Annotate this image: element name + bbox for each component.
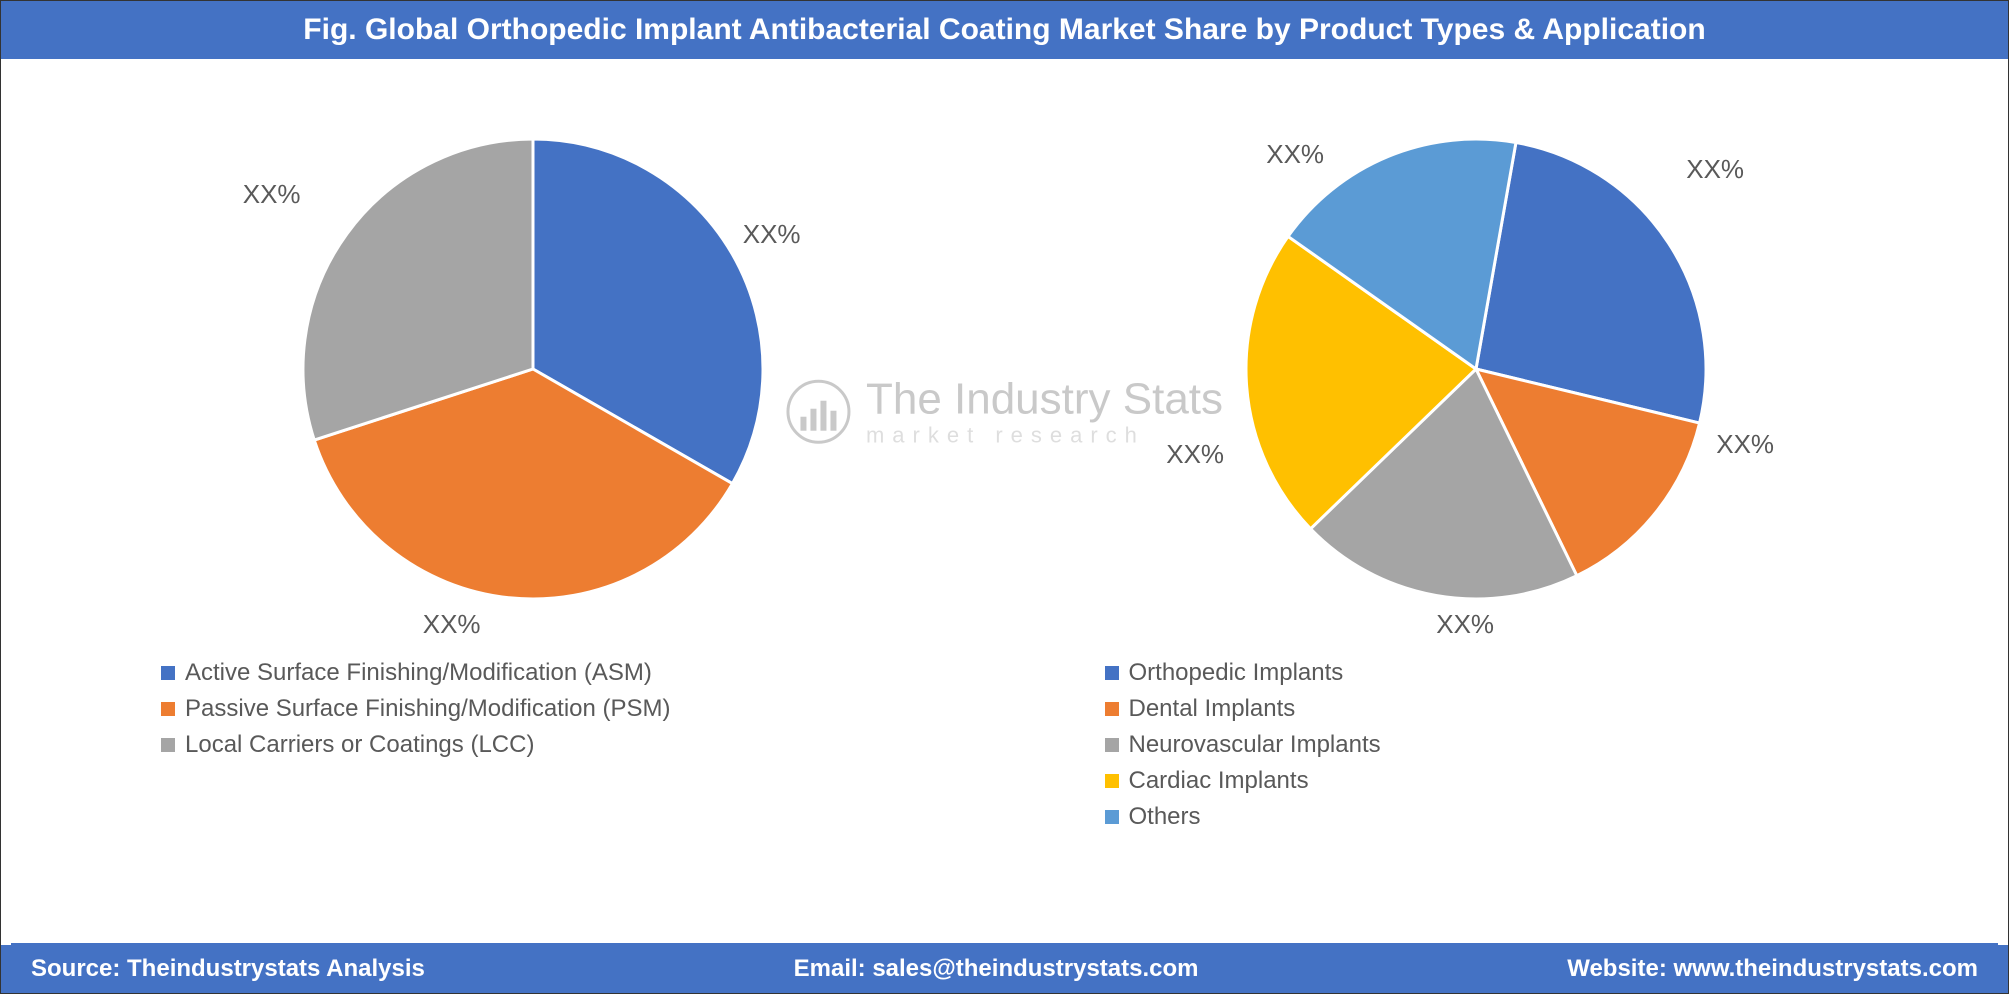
legend-swatch	[161, 738, 175, 752]
legend-item: Dental Implants	[1105, 695, 1485, 723]
chart-right-block: XX% XX% XX% XX% XX% Orthopedic Implants Denta…	[1005, 99, 1949, 839]
legend-label: Active Surface Finishing/Modification (A…	[185, 659, 652, 687]
legend-label: Others	[1129, 803, 1201, 831]
slice-label: XX%	[1266, 139, 1324, 170]
legend-label: Local Carriers or Coatings (LCC)	[185, 731, 534, 759]
legend-swatch	[1105, 666, 1119, 680]
chart-title-bar: Fig. Global Orthopedic Implant Antibacte…	[1, 1, 2008, 59]
legend-item: Cardiac Implants	[1105, 767, 1485, 795]
chart-left-block: XX% XX% XX% Active Surface Finishing/Modif…	[61, 99, 1005, 767]
slice-label: XX%	[743, 219, 801, 250]
legend-label: Cardiac Implants	[1129, 767, 1309, 795]
legend-left: Active Surface Finishing/Modification (A…	[61, 659, 1005, 767]
footer-website: Website: www.theindustrystats.com	[1567, 955, 1978, 983]
legend-right: Orthopedic Implants Dental Implants Neurov…	[1005, 659, 1949, 839]
legend-label: Orthopedic Implants	[1129, 659, 1344, 687]
slice-label: XX%	[1166, 439, 1224, 470]
chart-title: Fig. Global Orthopedic Implant Antibacte…	[303, 13, 1705, 46]
charts-container: XX% XX% XX% Active Surface Finishing/Modif…	[1, 59, 2008, 899]
slice-label: XX%	[423, 609, 481, 640]
legend-label: Neurovascular Implants	[1129, 731, 1381, 759]
legend-swatch	[1105, 702, 1119, 716]
slice-label: XX%	[243, 179, 301, 210]
pie-right-svg	[1206, 99, 1746, 639]
legend-item: Passive Surface Finishing/Modification (…	[161, 695, 671, 723]
footer-source: Source: Theindustrystats Analysis	[31, 955, 425, 983]
slice-label: XX%	[1716, 429, 1774, 460]
footer-bar: Source: Theindustrystats Analysis Email:…	[1, 945, 2008, 993]
pie-left-svg	[263, 99, 803, 639]
pie-left-wrap: XX%XX%XX%	[263, 99, 803, 639]
legend-item: Orthopedic Implants	[1105, 659, 1485, 687]
legend-item: Neurovascular Implants	[1105, 731, 1485, 759]
legend-label: Passive Surface Finishing/Modification (…	[185, 695, 671, 723]
legend-swatch	[1105, 774, 1119, 788]
legend-swatch	[161, 702, 175, 716]
legend-item: Others	[1105, 803, 1485, 831]
legend-label: Dental Implants	[1129, 695, 1296, 723]
legend-swatch	[1105, 810, 1119, 824]
legend-item: Local Carriers or Coatings (LCC)	[161, 731, 534, 759]
legend-item: Active Surface Finishing/Modification (A…	[161, 659, 652, 687]
slice-label: XX%	[1686, 154, 1744, 185]
pie-right-wrap: XX%XX%XX%XX%XX%	[1206, 99, 1746, 639]
legend-swatch	[1105, 738, 1119, 752]
legend-swatch	[161, 666, 175, 680]
footer-email: Email: sales@theindustrystats.com	[794, 955, 1199, 983]
slice-label: XX%	[1436, 609, 1494, 640]
